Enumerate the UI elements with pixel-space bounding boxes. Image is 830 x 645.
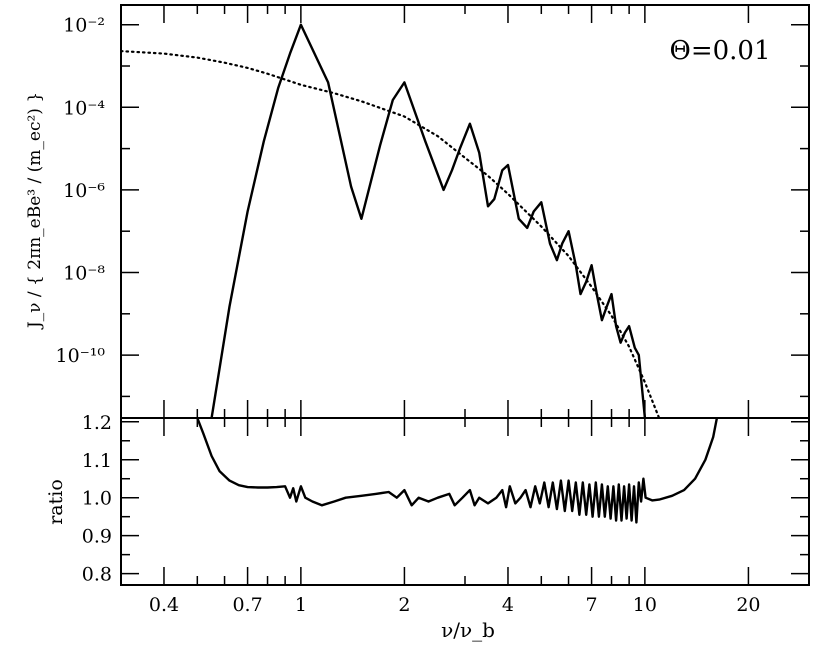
top-y-tick-labels: 10⁻¹⁰ 10⁻⁸ 10⁻⁶ 10⁻⁴ 10⁻²: [56, 15, 106, 367]
x-tick-label: 10: [633, 594, 657, 616]
top-y-tick-label: 10⁻¹⁰: [56, 345, 106, 367]
bottom-panel-ticks: [120, 418, 810, 585]
x-tick-label: 2: [398, 594, 410, 616]
x-tick-label: 7: [586, 594, 598, 616]
x-tick-label: 0.7: [232, 594, 262, 616]
x-tick-labels: 0.4 0.7 1 2 4 7 10 20: [149, 594, 761, 616]
top-y-tick-label: 10⁻⁶: [63, 180, 105, 202]
bottom-panel-frame: [120, 417, 810, 586]
bottom-y-tick-label: 1.1: [82, 450, 112, 472]
x-tick-label: 20: [736, 594, 760, 616]
ratio-axis-label: ratio: [45, 479, 67, 525]
approximation-curve-dotted: [121, 50, 661, 418]
top-panel-frame: [120, 4, 810, 419]
bottom-y-tick-label: 1.0: [82, 488, 112, 510]
x-tick-label: 4: [502, 594, 514, 616]
x-axis-label: ν/ν_b: [441, 618, 495, 642]
bottom-y-tick-labels: 0.8 0.9 1.0 1.1 1.2: [82, 412, 112, 586]
x-tick-label: 0.4: [149, 594, 179, 616]
emissivity-panel: 10⁻¹⁰ 10⁻⁸ 10⁻⁶ 10⁻⁴ 10⁻² Θ=0.01 J_ν / { 2πn…: [25, 4, 810, 419]
top-y-tick-label: 10⁻⁸: [63, 263, 105, 285]
top-y-tick-label: 10⁻⁴: [63, 97, 105, 119]
ratio-panel: 0.8 0.9 1.0 1.1 1.2 0.4 0.7 1 2 4 7 10 20 ratio ν/ν…: [45, 412, 810, 642]
top-y-axis-label: J_ν / { 2πn_eBe³ / (m_ec²) }: [25, 92, 45, 330]
bottom-y-tick-label: 0.8: [82, 564, 112, 586]
theta-annotation: Θ=0.01: [670, 36, 771, 66]
top-panel-ticks: [120, 5, 810, 418]
bottom-y-tick-label: 1.2: [82, 412, 112, 434]
ratio-curve: [196, 418, 719, 524]
top-y-tick-label: 10⁻²: [63, 15, 105, 37]
bottom-y-tick-label: 0.9: [82, 526, 112, 548]
x-tick-label: 1: [295, 594, 307, 616]
emissivity-curve-solid: [210, 23, 647, 418]
